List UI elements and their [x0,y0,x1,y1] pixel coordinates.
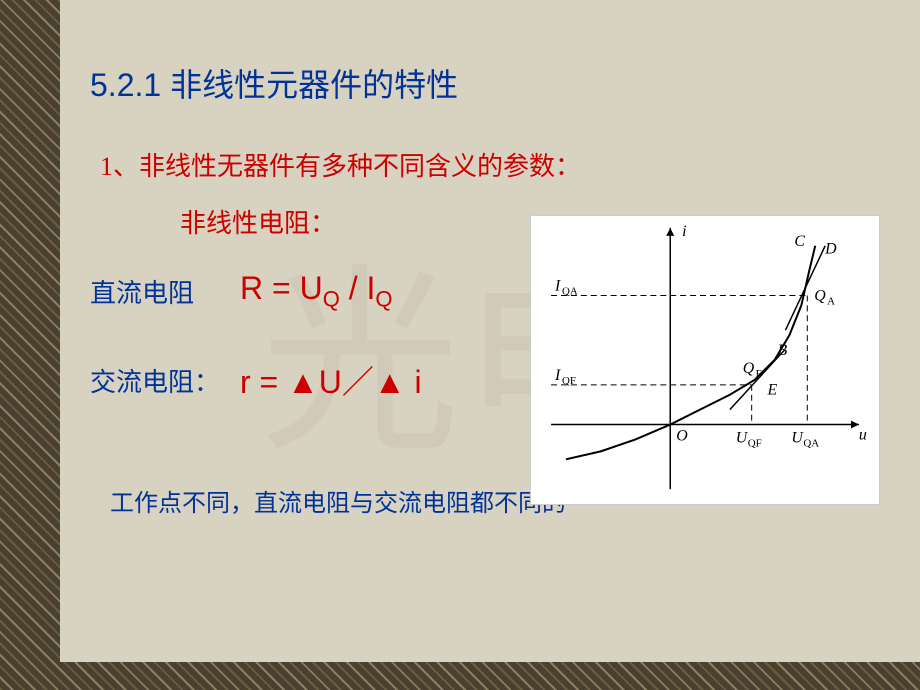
svg-text:QA: QA [803,437,819,449]
svg-text:QF: QF [748,437,762,449]
svg-text:QA: QA [562,285,578,297]
svg-text:I: I [554,367,561,384]
svg-text:O: O [676,427,688,444]
svg-text:Q: Q [814,287,826,304]
point-1-text: 1、非线性无器件有多种不同含义的参数： [100,146,880,183]
decorative-border-bottom [0,662,920,690]
slide-title: 5.2.1 非线性元器件的特性 [90,60,880,106]
ac-formula: r = ▲U／▲ i [240,357,422,403]
iv-curve-chart: uiOIQAIQFQAQFCDBEUQFUQA [530,215,880,505]
svg-text:QF: QF [562,375,576,387]
svg-text:I: I [554,277,561,294]
dc-formula: R = UQ / IQ [240,270,393,312]
ac-label: 交流电阻： [90,362,240,399]
svg-text:i: i [682,223,686,240]
decorative-border-left [0,0,60,690]
svg-text:B: B [777,342,787,359]
svg-text:F: F [756,368,762,380]
svg-text:D: D [824,241,837,258]
svg-text:u: u [859,426,867,443]
svg-text:C: C [794,233,805,250]
svg-text:E: E [767,382,778,399]
dc-label: 直流电阻 [90,273,240,310]
svg-text:A: A [827,295,835,307]
svg-text:Q: Q [743,360,755,377]
